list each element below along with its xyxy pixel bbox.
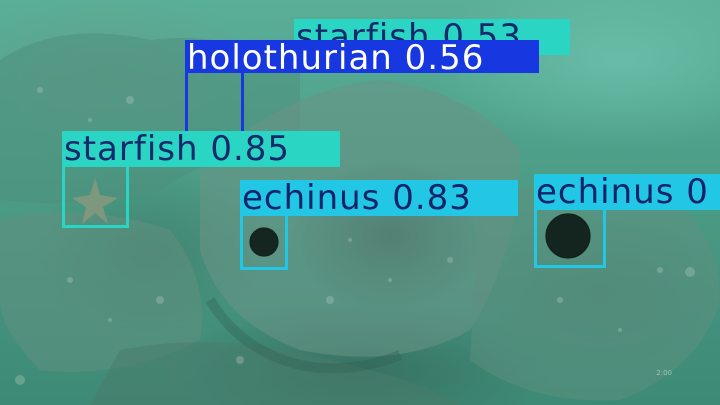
label-echinus-083: echinus 0.83 (240, 180, 518, 216)
detection-box-echinus-083 (240, 212, 288, 270)
label-starfish-085: starfish 0.85 (62, 131, 340, 167)
watermark: 2:00 (656, 369, 672, 377)
label-holothurian-056: holothurian 0.56 (185, 40, 539, 73)
detection-box-starfish-085 (62, 163, 129, 228)
label-echinus-right: echinus 0 (534, 174, 720, 210)
detection-box-echinus-right (534, 207, 606, 268)
detection-box-holothurian-056 (185, 72, 244, 134)
